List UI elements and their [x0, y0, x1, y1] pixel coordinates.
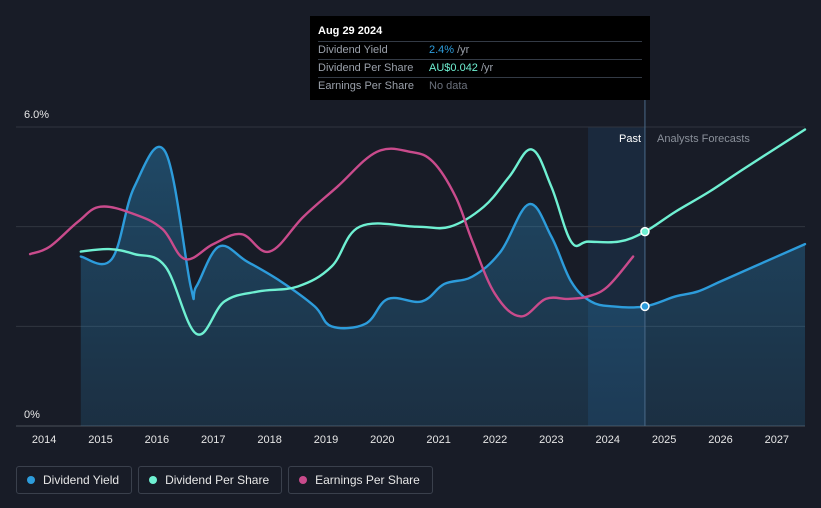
- x-tick-label: 2024: [596, 434, 620, 446]
- legend-item-dividend-per-share[interactable]: Dividend Per Share: [138, 466, 283, 494]
- earnings-per-share-line: [28, 147, 635, 318]
- tooltip-unit: /yr: [457, 44, 470, 56]
- y-tick-label: 0%: [24, 409, 40, 421]
- legend-label: Dividend Yield: [43, 473, 120, 487]
- tooltip-unit: /yr: [480, 62, 494, 74]
- tooltip-value: No data: [429, 80, 468, 92]
- dividend-yield-line: [79, 145, 807, 330]
- x-tick-label: 2025: [652, 434, 676, 446]
- tooltip-date: Aug 29 2024: [318, 25, 383, 37]
- dividend-per-share-marker: [640, 226, 650, 237]
- dividend-per-share-line: [79, 128, 807, 336]
- legend-dot-icon: [299, 476, 308, 484]
- tooltip-row-earnings-per-share: Earnings Per Share No data: [318, 77, 642, 95]
- hover-tooltip: Aug 29 2024 Dividend Yield 2.4% /yr Divi…: [310, 16, 650, 100]
- past-label: Past: [619, 133, 641, 145]
- legend-item-dividend-yield[interactable]: Dividend Yield: [16, 466, 133, 494]
- x-tick-label: 2018: [257, 434, 281, 446]
- x-tick-label: 2015: [88, 434, 112, 446]
- y-axis: 6.0% 0%: [24, 109, 49, 421]
- x-tick-label: 2027: [765, 434, 789, 446]
- x-tick-label: 2016: [145, 434, 169, 446]
- x-tick-label: 2026: [708, 434, 732, 446]
- y-tick-label: 6.0%: [24, 109, 49, 121]
- legend-label: Dividend Per Share: [165, 473, 270, 487]
- tooltip-value: 2.4%: [429, 44, 455, 56]
- legend-label: Earnings Per Share: [315, 473, 420, 487]
- legend-item-earnings-per-share[interactable]: Earnings Per Share: [288, 466, 433, 494]
- x-axis: 2014 2015 2016 2017 2018 2019 2020 2021 2022 2023…: [32, 434, 789, 446]
- forecast-label: Analysts Forecasts: [657, 133, 750, 145]
- x-tick-label: 2020: [370, 434, 394, 446]
- tooltip-row-dividend-yield: Dividend Yield 2.4% /yr: [318, 41, 642, 59]
- marker-layer: [640, 226, 650, 312]
- legend-dot-icon: [149, 476, 158, 484]
- tooltip-label: Dividend Yield: [318, 44, 388, 56]
- legend-dot-icon: [27, 476, 35, 484]
- x-tick-label: 2019: [314, 434, 338, 446]
- dividend-yield-marker: [640, 301, 650, 312]
- x-tick-label: 2022: [483, 434, 507, 446]
- tooltip-row-dividend-per-share: Dividend Per Share AU$0.042 /yr: [318, 59, 642, 77]
- x-tick-label: 2023: [539, 434, 563, 446]
- x-tick-label: 2021: [426, 434, 450, 446]
- tooltip-label: Dividend Per Share: [318, 62, 414, 74]
- x-tick-label: 2014: [32, 434, 56, 446]
- tooltip-value: AU$0.042: [429, 62, 478, 74]
- tooltip-label: Earnings Per Share: [318, 80, 414, 92]
- chart-legend: Dividend Yield Dividend Per Share Earnin…: [16, 466, 433, 494]
- series-layer: [28, 128, 807, 426]
- dividend-yield-area: [80, 146, 805, 426]
- x-tick-label: 2017: [201, 434, 225, 446]
